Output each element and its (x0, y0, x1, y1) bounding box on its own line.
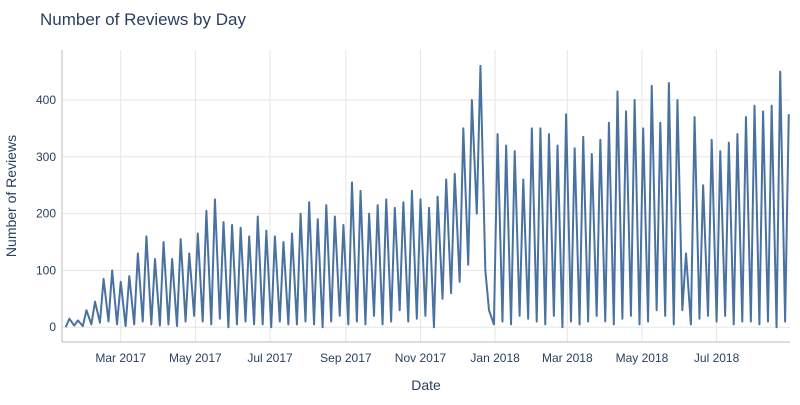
y-tick-label: 400 (36, 93, 56, 107)
x-tick-label: Nov 2017 (395, 351, 447, 365)
x-tick-label: Jul 2017 (247, 351, 293, 365)
x-tick-label: May 2018 (616, 351, 669, 365)
y-tick-label: 300 (36, 150, 56, 164)
x-tick-label: Jan 2018 (470, 351, 520, 365)
x-tick-label: Mar 2018 (542, 351, 593, 365)
x-tick-label: Mar 2017 (95, 351, 146, 365)
data-line (64, 64, 790, 329)
x-axis-title: Date (411, 377, 441, 393)
x-tick-label: Sep 2017 (320, 351, 372, 365)
chart-title: Number of Reviews by Day (40, 10, 246, 29)
y-tick-label: 100 (36, 263, 56, 277)
x-tick-label: Jul 2018 (694, 351, 740, 365)
y-tick-label: 200 (36, 207, 56, 221)
x-tick-label: May 2017 (169, 351, 222, 365)
y-axis-title: Number of Reviews (3, 135, 19, 257)
y-tick-label: 0 (49, 320, 56, 334)
